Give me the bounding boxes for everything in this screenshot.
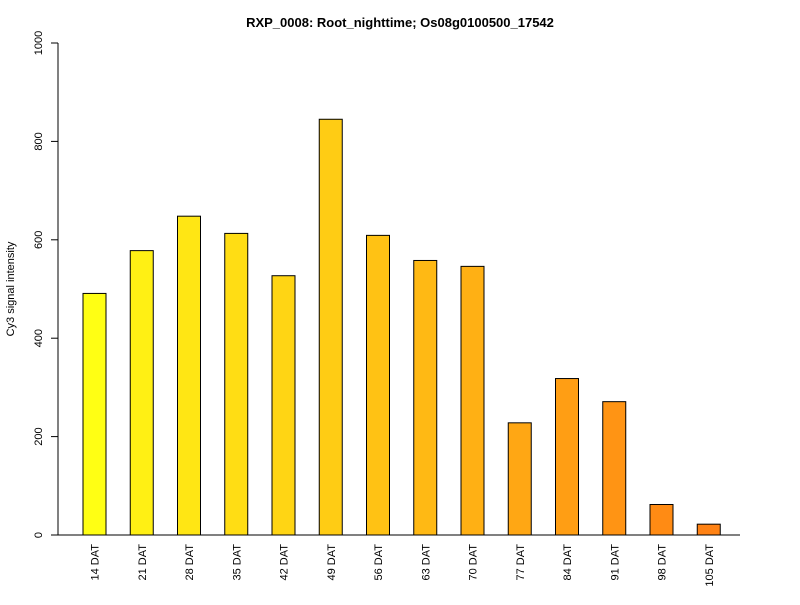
x-tick-label: 70 DAT <box>468 544 480 581</box>
bar <box>696 523 721 536</box>
bar <box>82 292 107 536</box>
bar <box>318 118 343 536</box>
x-tick-label: 21 DAT <box>137 544 149 581</box>
bar <box>602 401 627 536</box>
x-tick-label: 98 DAT <box>657 544 669 581</box>
x-tick-label: 84 DAT <box>562 544 574 581</box>
x-tick-label: 28 DAT <box>184 544 196 581</box>
y-tick-label: 800 <box>33 132 45 150</box>
x-tick-label: 63 DAT <box>420 544 432 581</box>
bars <box>82 118 721 536</box>
x-tick-label: 91 DAT <box>609 544 621 581</box>
bar <box>649 503 674 536</box>
bar <box>177 215 201 536</box>
x-tick-label: 56 DAT <box>373 544 385 581</box>
bar <box>129 250 154 536</box>
y-tick-label: 200 <box>33 427 45 445</box>
y-axis-label: Cy3 signal intensity <box>5 241 17 336</box>
x-tick-label: 49 DAT <box>326 544 338 581</box>
bar <box>224 232 249 536</box>
y-tick-label: 400 <box>33 329 45 347</box>
y-tick-label: 0 <box>33 532 45 538</box>
x-axis: 14 DAT 21 DAT 28 DAT 35 DAT 42 DAT 49 DAT 56 D… <box>58 534 740 587</box>
y-tick-label: 600 <box>33 231 45 249</box>
x-tick-label: 42 DAT <box>279 544 291 581</box>
y-axis: 0 200 400 600 800 1000 <box>33 31 59 538</box>
bar <box>366 234 390 536</box>
x-tick-label: 14 DAT <box>90 544 102 581</box>
chart-title: RXP_0008: Root_nighttime; Os08g0100500_1… <box>246 15 554 30</box>
y-tick-label: 1000 <box>33 31 45 55</box>
x-tick-label: 105 DAT <box>704 544 716 587</box>
bar <box>271 275 296 536</box>
bar <box>507 422 532 536</box>
bar <box>460 265 485 536</box>
x-tick-label: 35 DAT <box>231 544 243 581</box>
bar <box>555 378 579 536</box>
bar <box>413 259 438 536</box>
x-tick-label: 77 DAT <box>515 544 527 581</box>
